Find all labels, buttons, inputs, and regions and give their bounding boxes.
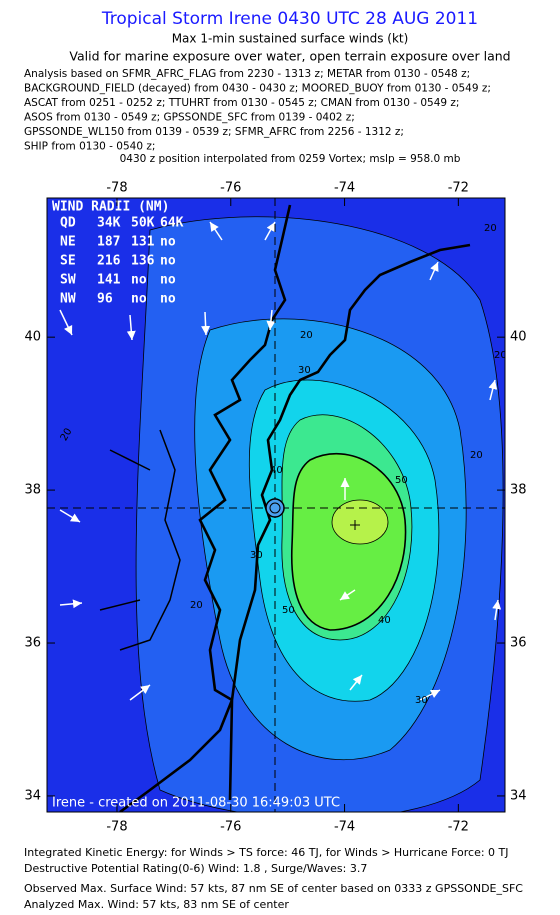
contour-label: 30 xyxy=(250,550,263,561)
wind-arrow xyxy=(59,599,83,609)
wind-arrow xyxy=(264,221,276,241)
footer-line: Observed Max. Surface Wind: 57 kts, 87 n… xyxy=(24,882,523,895)
wind-arrows xyxy=(59,221,502,701)
storm-center xyxy=(265,498,285,518)
footer-line: Destructive Potential Rating(0-6) Wind: … xyxy=(24,862,367,875)
analysis-line: GPSSONDE_WL150 from 0139 - 0539 z; SFMR_… xyxy=(24,126,404,138)
x-tick-label: -76 xyxy=(220,181,241,196)
contour-label: 20 xyxy=(470,450,483,461)
credit: Irene - created on 2011-08-30 16:49:03 U… xyxy=(52,796,340,811)
wind-radii-cell: 64K xyxy=(160,216,184,231)
wind-arrow xyxy=(59,509,81,523)
wind-radii-cell: 187 xyxy=(97,235,120,250)
wind-arrow xyxy=(126,314,136,341)
wind-radii-cell: NE xyxy=(60,235,76,250)
wind-radii-cell: no xyxy=(131,292,147,307)
contour-label: 30 xyxy=(415,695,428,706)
wind-radii-cell: 141 xyxy=(97,273,121,288)
wind-radii-cell: no xyxy=(131,273,147,288)
coastline xyxy=(119,204,471,812)
wind-arrow xyxy=(349,674,363,691)
wind-arrow xyxy=(339,589,356,601)
analysis-lines: Analysis based on SFMR_AFRC_FLAG from 22… xyxy=(24,68,491,153)
wind-radii-cell: 50K xyxy=(131,216,155,231)
wind-radii-cell: SE xyxy=(60,254,76,269)
wind-field: 20 20 20 20 30 30 30 40 40 50 50 20 20 W… xyxy=(47,198,507,812)
wind-radii-cell: 34K xyxy=(97,216,121,231)
contour-label: 50 xyxy=(282,605,295,616)
wind-arrow xyxy=(419,689,441,701)
x-tick-label: -74 xyxy=(334,820,355,835)
wind-radii-cell: no xyxy=(160,273,176,288)
contour-label: 20 xyxy=(190,600,203,611)
contour-label: 40 xyxy=(378,615,391,626)
y-tick-label: 34 xyxy=(24,788,41,803)
x-tick-label: -78 xyxy=(106,181,127,196)
contour-label: 20 xyxy=(300,330,313,341)
wind-arrow xyxy=(59,309,73,336)
wind-arrow xyxy=(492,599,502,621)
wind-arrow xyxy=(209,221,223,241)
validity: Valid for marine exposure over water, op… xyxy=(69,49,510,64)
y-tick-label: 36 xyxy=(24,636,41,651)
wind-arrow xyxy=(429,261,439,281)
analysis-line: Analysis based on SFMR_AFRC_FLAG from 22… xyxy=(24,68,470,80)
y-tick-label: 36 xyxy=(510,636,527,651)
wind-radii-cell: no xyxy=(160,235,176,250)
wind-radii-title: WIND RADII (NM) xyxy=(52,200,169,215)
analysis-line: ASOS from 0130 - 0549 z; GPSSONDE_SFC fr… xyxy=(24,112,355,124)
contour-label: 40 xyxy=(270,465,283,476)
contour-label: 30 xyxy=(298,365,311,376)
max-wind-marker xyxy=(350,520,360,530)
wind-radii-cell: 136 xyxy=(131,254,155,269)
footer-line: Analyzed Max. Wind: 57 kts, 83 nm SE of … xyxy=(24,898,289,911)
x-tick-label: -72 xyxy=(448,820,469,835)
axes: -78 -78 -76 -76 -74 -74 -72 -72 34 34 36 36 38 38 40 40 xyxy=(24,181,526,835)
footer: Integrated Kinetic Energy: for Winds > T… xyxy=(24,846,523,911)
y-tick-label: 38 xyxy=(510,483,527,498)
wind-arrow xyxy=(129,684,151,701)
subtitle: Max 1-min sustained surface winds (kt) xyxy=(172,32,409,46)
y-tick-label: 38 xyxy=(24,483,41,498)
contour-label: 20 xyxy=(494,350,507,361)
analysis-line: BACKGROUND_FIELD (decayed) from 0430 - 0… xyxy=(24,83,491,95)
wind-radii-cell: SW xyxy=(60,273,76,288)
wind-radii-cell: 131 xyxy=(131,235,155,250)
wind-radii-cell: no xyxy=(160,254,176,269)
wind-radii-cell: QD xyxy=(60,216,76,231)
contour-label: 20 xyxy=(484,223,497,234)
contour-55 xyxy=(331,499,389,545)
wind-radii-cell: 216 xyxy=(97,254,121,269)
footer-line: Integrated Kinetic Energy: for Winds > T… xyxy=(24,846,509,859)
x-tick-label: -76 xyxy=(220,820,241,835)
coastline-inland xyxy=(99,429,181,651)
wind-radii-cell: no xyxy=(160,292,176,307)
analysis-line: SHIP from 0130 - 0540 z; xyxy=(24,141,155,153)
y-tick-label: 34 xyxy=(510,788,527,803)
x-tick-label: -72 xyxy=(448,181,469,196)
wind-arrow xyxy=(201,311,211,336)
contour-label: 50 xyxy=(395,475,408,486)
x-tick-label: -74 xyxy=(334,181,355,196)
analysis-line: ASCAT from 0251 - 0252 z; TTUHRT from 01… xyxy=(24,97,459,109)
x-tick-label: -78 xyxy=(106,820,127,835)
wind-arrow xyxy=(488,379,498,401)
y-tick-label: 40 xyxy=(24,330,41,345)
wind-radii-table: WIND RADII (NM)QD 34K 50K 64K NE 187 131 no SE 21… xyxy=(52,200,184,307)
y-tick-label: 40 xyxy=(510,330,527,345)
title: Tropical Storm Irene 0430 UTC 28 AUG 201… xyxy=(101,9,478,29)
map-frame xyxy=(46,197,506,813)
wind-radii-cell: NW xyxy=(60,292,76,307)
wind-radii-cell: 96 xyxy=(97,292,113,307)
storm-center-ring xyxy=(269,502,281,514)
wind-arrow xyxy=(266,309,276,331)
position-note: 0430 z position interpolated from 0259 V… xyxy=(120,153,461,165)
